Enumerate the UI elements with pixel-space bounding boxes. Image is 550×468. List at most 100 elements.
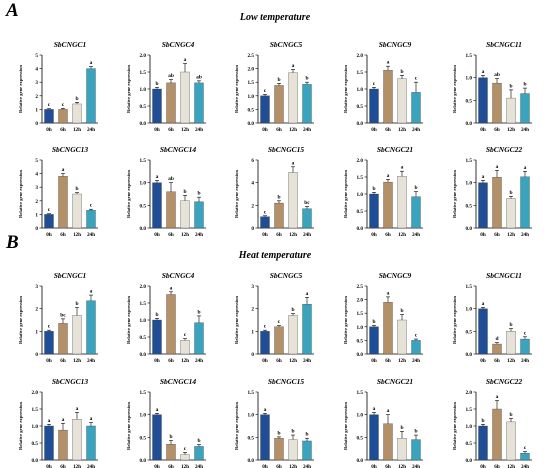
y-tick-label: 0.0 [466,352,473,358]
y-tick-label: 1.0 [357,325,364,331]
bar [260,414,270,461]
y-tick-label: 1.0 [140,87,147,93]
bar [369,414,379,461]
y-tick-label: 3 [251,284,254,290]
significance-letter: b [197,309,200,315]
bar [274,438,284,461]
bar [72,315,82,355]
bar [397,319,407,355]
chart-title: SbCNGC14 [160,145,197,154]
significance-letter: b [400,308,403,314]
y-axis-label: Relative gene expression [452,65,457,113]
y-tick-label: 2.5 [357,284,364,290]
chart-title: SbCNGC5 [270,271,303,280]
y-tick-label: 0.5 [466,329,473,335]
bar [44,109,54,124]
y-tick-label: 0.5 [140,435,147,441]
y-tick-label: 1.5 [248,390,255,396]
chart-title: SbCNGC21 [377,377,413,386]
significance-letter: b [291,429,294,435]
bar [44,214,54,229]
bar [194,201,204,229]
bar [86,210,96,229]
significance-letter: c [48,324,51,330]
significance-letter: a [90,289,93,295]
x-tick-label: 24h [521,127,529,133]
x-tick-label: 6h [385,127,391,133]
y-tick-label: 0.5 [466,203,473,209]
x-tick-label: 12h [181,232,189,238]
x-tick-label: 0h [480,232,486,238]
bar [274,85,284,124]
y-tick-label: 2.0 [466,390,473,396]
x-tick-label: 12h [289,127,297,133]
y-tick-label: 0.0 [466,121,473,127]
y-axis-label: Relative gene expression [234,296,239,344]
bar [72,103,82,124]
x-tick-label: 0h [480,127,486,133]
y-tick-label: 0.0 [357,458,364,464]
significance-letter: a [156,407,159,413]
bar [492,82,502,124]
y-tick-label: 1.5 [466,407,473,413]
x-tick-label: 0h [262,358,268,364]
y-tick-label: 0.0 [140,458,147,464]
y-tick-label: 2.0 [140,53,147,59]
y-axis-label: Relative gene expression [343,65,348,113]
x-tick-label: 0h [154,232,160,238]
y-tick-label: 0.0 [140,226,147,232]
bar [288,439,298,461]
x-tick-label: 24h [521,232,529,238]
y-tick-label: 0.5 [32,441,39,447]
section-title-low: Low temperature [239,12,311,23]
bar [58,109,68,124]
chart-title: SbCNGC22 [486,377,523,386]
y-tick-label: 1.5 [357,311,364,317]
significance-letter: bc [304,200,310,206]
bar [411,196,421,229]
bar [166,82,176,124]
y-tick-label: 1.5 [140,158,147,164]
significance-letter: ab [168,176,174,182]
bar [302,440,312,461]
y-tick-label: 1.0 [140,181,147,187]
significance-letter: a [496,394,499,400]
y-tick-label: 0 [35,121,38,127]
y-tick-label: 2 [35,307,38,313]
significance-letter: c [373,81,376,87]
significance-letter: d [495,336,498,342]
y-tick-label: 3 [35,284,38,290]
y-tick-label: 4 [35,67,38,73]
x-tick-label: 24h [412,358,420,364]
y-axis-label: Relative gene expression [343,402,348,450]
significance-letter: b [509,83,512,89]
y-tick-label: 1 [35,329,38,335]
y-tick-label: 0 [35,226,38,232]
y-tick-label: 0 [35,352,38,358]
x-tick-label: 6h [494,358,500,364]
significance-letter: ab [196,74,202,80]
significance-letter: a [482,69,485,75]
bar [166,443,176,461]
y-tick-label: 0.5 [248,107,255,113]
y-axis-label: Relative gene expression [126,296,131,344]
y-tick-label: 1 [35,107,38,113]
bar [72,419,82,461]
chart-title: SbCNGC4 [162,40,195,49]
bar [478,425,488,461]
x-tick-label: 0h [371,127,377,133]
y-tick-label: 0.0 [248,121,255,127]
significance-letter: c [48,207,51,213]
y-axis-label: Relative gene expression [343,296,348,344]
bar [397,78,407,124]
chart-title: SbCNGC9 [379,40,412,49]
y-tick-label: 0.5 [357,104,364,110]
y-tick-label: 2.0 [248,67,255,73]
y-axis-label: Relative gene expression [126,402,131,450]
y-tick-label: 2 [251,203,254,209]
bar [369,326,379,355]
bar [506,421,516,461]
y-tick-label: 5 [35,53,38,59]
x-tick-label: 24h [303,464,311,468]
y-axis-label: Relative gene expression [234,65,239,113]
